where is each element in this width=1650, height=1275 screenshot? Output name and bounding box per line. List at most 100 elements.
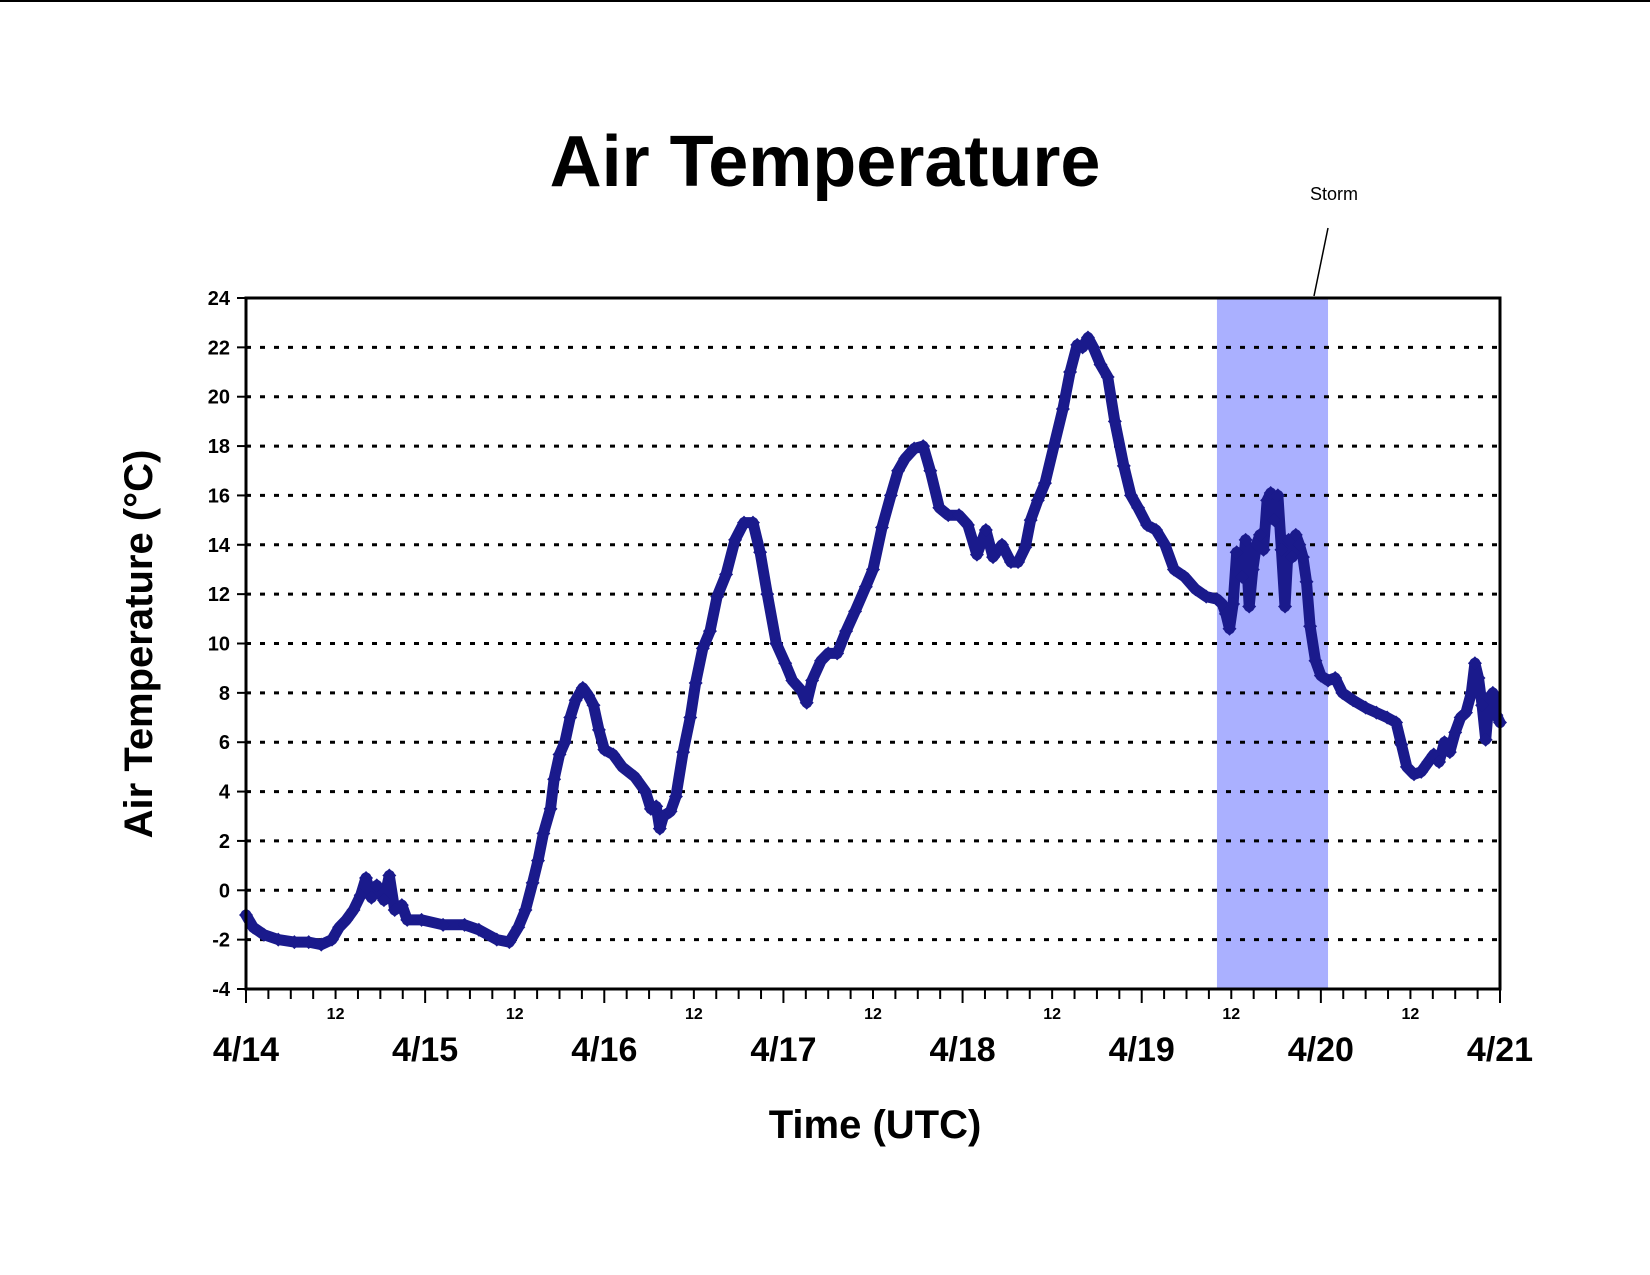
x-tick-label-date: 4/17 <box>750 1031 816 1069</box>
data-point <box>346 903 361 918</box>
data-point <box>353 888 368 903</box>
data-point <box>728 532 743 547</box>
data-point <box>536 826 551 841</box>
data-point <box>457 917 472 932</box>
data-point <box>394 898 409 913</box>
data-point <box>986 550 1001 565</box>
data-point <box>778 656 793 671</box>
data-point <box>1278 599 1293 614</box>
data-point <box>799 695 814 710</box>
data-point <box>471 922 486 937</box>
data-point <box>543 801 558 816</box>
data-point <box>1063 365 1078 380</box>
data-point <box>1270 488 1285 503</box>
data-point <box>830 646 845 661</box>
y-tick-label: 4 <box>219 782 231 804</box>
data-point <box>359 870 374 885</box>
data-point <box>1199 589 1214 604</box>
data-point <box>557 735 572 750</box>
data-point <box>1358 700 1373 715</box>
data-point <box>1149 522 1164 537</box>
data-point <box>760 587 775 602</box>
data-point <box>1285 550 1300 565</box>
data-point <box>814 653 829 668</box>
y-tick-label: 0 <box>219 880 230 902</box>
data-point <box>683 710 698 725</box>
data-point <box>858 579 873 594</box>
data-point <box>1369 705 1384 720</box>
data-point <box>1274 542 1289 557</box>
data-point <box>489 932 504 947</box>
data-point <box>1464 685 1479 700</box>
data-point <box>1226 597 1241 612</box>
data-point <box>1080 330 1095 345</box>
data-point <box>591 722 606 737</box>
data-point <box>1335 685 1350 700</box>
data-point <box>668 789 683 804</box>
data-point <box>627 769 642 784</box>
x-axis: 12 12 12 12 12 12 12 4/14 4/15 4/16 4/17 4/18 4/19 4/… <box>213 989 1533 1069</box>
data-point <box>1437 735 1452 750</box>
data-point <box>1299 574 1314 589</box>
data-point <box>1346 693 1361 708</box>
data-point <box>339 912 354 927</box>
data-point <box>1399 759 1414 774</box>
data-point <box>745 515 760 530</box>
data-point <box>1328 671 1343 686</box>
data-point <box>1432 754 1447 769</box>
data-point <box>978 522 993 537</box>
data-point <box>702 624 717 639</box>
data-point <box>1003 555 1018 570</box>
data-point <box>916 439 931 454</box>
data-point <box>1123 488 1138 503</box>
y-tick-label: 2 <box>219 831 230 853</box>
data-point <box>753 545 768 560</box>
y-tick-label: -2 <box>212 930 230 952</box>
data-point <box>898 451 913 466</box>
data-point <box>891 463 906 478</box>
data-point <box>547 772 562 787</box>
data-point <box>941 508 956 523</box>
data-point <box>1093 357 1108 372</box>
data-point <box>1308 653 1323 668</box>
data-point <box>436 917 451 932</box>
data-point <box>332 920 347 935</box>
data-point <box>1467 656 1482 671</box>
data-point <box>511 920 526 935</box>
data-point <box>1075 340 1090 355</box>
data-point <box>1471 671 1486 686</box>
storm-annotation: Storm <box>1310 184 1358 204</box>
data-point <box>1389 715 1404 730</box>
x-tick-label-date: 4/16 <box>571 1031 637 1069</box>
data-point <box>676 745 691 760</box>
data-point <box>1256 542 1271 557</box>
data-point <box>1475 698 1490 713</box>
data-point <box>839 624 854 639</box>
x-axis-label: Time (UTC) <box>769 1103 982 1147</box>
x-tick-label-midday: 12 <box>864 1006 882 1023</box>
data-point <box>615 759 630 774</box>
data-point <box>951 508 966 523</box>
x-tick-label-date: 4/21 <box>1467 1031 1533 1069</box>
data-point <box>821 646 836 661</box>
y-tick-label: 6 <box>219 732 230 754</box>
data-point <box>1442 745 1457 760</box>
top-border-line <box>0 0 1650 2</box>
data-point <box>1023 513 1038 528</box>
data-point <box>1478 732 1493 747</box>
x-tick-label-date: 4/19 <box>1109 1031 1175 1069</box>
x-tick-label-date: 4/15 <box>392 1031 458 1069</box>
data-point <box>1229 545 1244 560</box>
data-point <box>400 912 415 927</box>
y-tick-label: 18 <box>208 436 230 458</box>
y-tick-label: 16 <box>208 485 230 507</box>
data-point <box>1018 540 1033 555</box>
data-point <box>568 693 583 708</box>
x-tick-label-midday: 12 <box>1222 1006 1240 1023</box>
x-tick-label-date: 4/18 <box>929 1031 995 1069</box>
data-point <box>376 893 391 908</box>
data-point <box>502 935 517 950</box>
data-point <box>518 903 533 918</box>
data-point <box>586 698 601 713</box>
